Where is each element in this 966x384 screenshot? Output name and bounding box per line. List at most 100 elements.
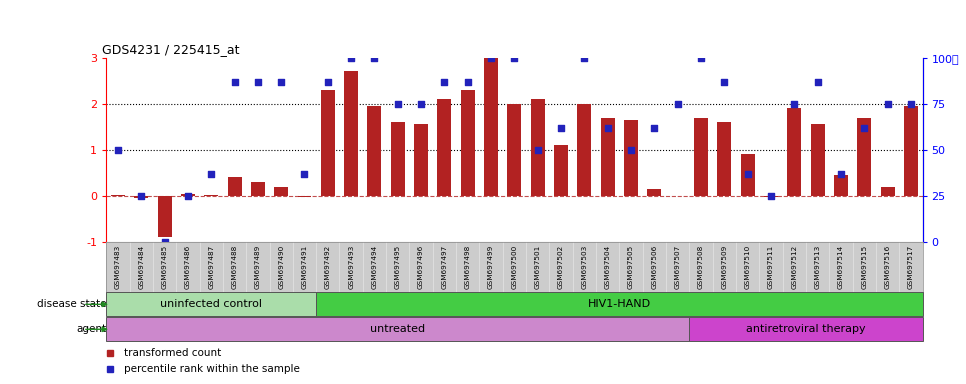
- Text: GSM697500: GSM697500: [511, 245, 518, 289]
- Bar: [367, 106, 382, 196]
- Point: [857, 124, 872, 131]
- Text: GSM697502: GSM697502: [558, 245, 564, 289]
- Point: [600, 124, 615, 131]
- Text: GSM697506: GSM697506: [651, 245, 657, 289]
- Text: GSM697498: GSM697498: [465, 245, 470, 289]
- Text: GSM697494: GSM697494: [372, 245, 378, 289]
- Bar: [694, 118, 708, 196]
- Text: GSM697508: GSM697508: [698, 245, 704, 289]
- Point: [390, 101, 406, 107]
- Text: GSM697503: GSM697503: [582, 245, 587, 289]
- Bar: [690, 317, 923, 341]
- Bar: [438, 99, 451, 196]
- Bar: [316, 292, 923, 316]
- Text: GSM697490: GSM697490: [278, 245, 284, 289]
- Bar: [157, 196, 172, 237]
- Bar: [484, 58, 498, 196]
- Point: [507, 55, 523, 61]
- Text: GSM697511: GSM697511: [768, 245, 774, 289]
- Point: [623, 147, 639, 153]
- Text: GSM697485: GSM697485: [161, 245, 167, 289]
- Point: [437, 78, 452, 84]
- Text: GSM697507: GSM697507: [674, 245, 681, 289]
- Text: GSM697512: GSM697512: [791, 245, 797, 289]
- Point: [273, 78, 289, 84]
- Bar: [834, 175, 848, 196]
- Point: [577, 55, 592, 61]
- Bar: [881, 187, 895, 196]
- Point: [646, 124, 662, 131]
- Text: GSM697509: GSM697509: [722, 245, 727, 289]
- Point: [413, 101, 429, 107]
- Bar: [321, 90, 335, 196]
- Text: GSM697496: GSM697496: [418, 245, 424, 289]
- Text: GSM697491: GSM697491: [301, 245, 307, 289]
- Text: GSM697516: GSM697516: [885, 245, 891, 289]
- Point: [740, 170, 755, 177]
- Bar: [857, 118, 871, 196]
- Text: GSM697499: GSM697499: [488, 245, 494, 289]
- Point: [880, 101, 895, 107]
- Point: [181, 193, 196, 199]
- Text: agent: agent: [76, 324, 106, 334]
- Bar: [298, 196, 311, 197]
- Bar: [764, 196, 778, 197]
- Bar: [106, 292, 316, 316]
- Point: [763, 193, 779, 199]
- Bar: [181, 194, 195, 196]
- Text: GSM697492: GSM697492: [325, 245, 330, 289]
- Text: GSM697517: GSM697517: [908, 245, 914, 289]
- Bar: [647, 189, 662, 196]
- Point: [110, 147, 126, 153]
- Text: GSM697515: GSM697515: [862, 245, 867, 289]
- Text: untreated: untreated: [370, 324, 425, 334]
- Point: [483, 55, 498, 61]
- Point: [227, 78, 242, 84]
- Point: [250, 78, 266, 84]
- Text: GSM697486: GSM697486: [185, 245, 191, 289]
- Point: [903, 101, 919, 107]
- Bar: [904, 106, 918, 196]
- Bar: [391, 122, 405, 196]
- Point: [320, 78, 335, 84]
- Point: [133, 193, 149, 199]
- Text: GSM697495: GSM697495: [395, 245, 401, 289]
- Text: transformed count: transformed count: [125, 348, 221, 358]
- Text: GDS4231 / 225415_at: GDS4231 / 225415_at: [102, 43, 240, 56]
- Point: [786, 101, 802, 107]
- Bar: [251, 182, 265, 196]
- Point: [460, 78, 475, 84]
- Point: [156, 239, 172, 245]
- Bar: [741, 154, 754, 196]
- Bar: [344, 71, 358, 196]
- Point: [367, 55, 383, 61]
- Point: [204, 170, 219, 177]
- Point: [834, 170, 849, 177]
- Text: GSM697501: GSM697501: [535, 245, 541, 289]
- Text: GSM697513: GSM697513: [814, 245, 820, 289]
- Point: [810, 78, 825, 84]
- Point: [694, 55, 709, 61]
- Bar: [461, 90, 474, 196]
- Bar: [530, 99, 545, 196]
- Bar: [414, 124, 428, 196]
- Bar: [106, 317, 690, 341]
- Bar: [810, 124, 825, 196]
- Text: GSM697505: GSM697505: [628, 245, 634, 289]
- Text: antiretroviral therapy: antiretroviral therapy: [746, 324, 866, 334]
- Point: [344, 55, 359, 61]
- Bar: [624, 120, 638, 196]
- Bar: [718, 122, 731, 196]
- Bar: [228, 177, 242, 196]
- Text: uninfected control: uninfected control: [160, 299, 262, 310]
- Text: GSM697487: GSM697487: [209, 245, 214, 289]
- Text: GSM697514: GSM697514: [838, 245, 844, 289]
- Point: [554, 124, 569, 131]
- Bar: [134, 196, 148, 198]
- Text: GSM697504: GSM697504: [605, 245, 611, 289]
- Bar: [578, 104, 591, 196]
- Text: GSM697493: GSM697493: [348, 245, 355, 289]
- Bar: [787, 108, 801, 196]
- Text: GSM697488: GSM697488: [232, 245, 238, 289]
- Bar: [507, 104, 522, 196]
